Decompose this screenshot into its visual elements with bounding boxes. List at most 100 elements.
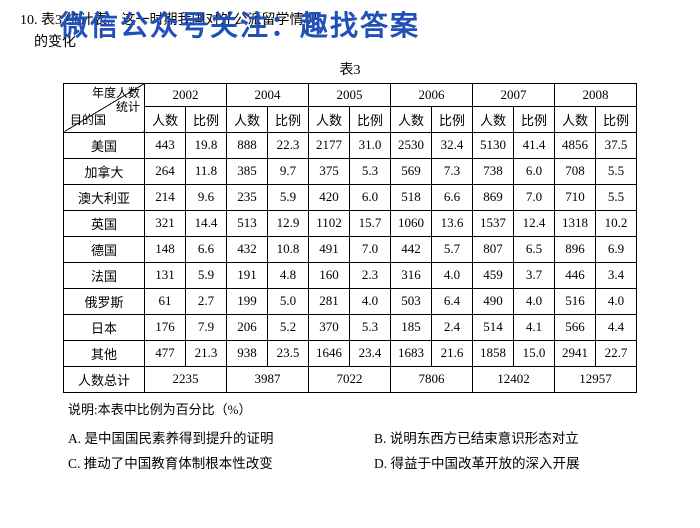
ratio-cell: 4.8 [268, 262, 309, 288]
year-header: 2004 [227, 83, 309, 106]
count-cell: 896 [555, 236, 596, 262]
ratio-cell: 32.4 [432, 132, 473, 158]
count-cell: 516 [555, 288, 596, 314]
count-cell: 420 [309, 184, 350, 210]
subhead-count: 人数 [309, 106, 350, 132]
ratio-cell: 5.9 [186, 262, 227, 288]
ratio-cell: 7.3 [432, 158, 473, 184]
count-cell: 708 [555, 158, 596, 184]
count-cell: 264 [145, 158, 186, 184]
table-row: 澳大利亚2149.62355.94206.05186.68697.07105.5 [64, 184, 637, 210]
count-cell: 459 [473, 262, 514, 288]
ratio-cell: 3.4 [596, 262, 637, 288]
count-cell: 491 [309, 236, 350, 262]
ratio-cell: 13.6 [432, 210, 473, 236]
answer-options: A. 是中国国民素养得到提升的证明 B. 说明东西方已结束意识形态对立 C. 推… [68, 426, 680, 477]
ratio-cell: 37.5 [596, 132, 637, 158]
count-cell: 1102 [309, 210, 350, 236]
ratio-cell: 12.9 [268, 210, 309, 236]
subhead-ratio: 比例 [186, 106, 227, 132]
ratio-cell: 6.6 [186, 236, 227, 262]
count-cell: 1060 [391, 210, 432, 236]
overlay-banner: 微信公众号关注：趣找答案 [60, 4, 420, 44]
table-note: 说明:本表中比例为百分比（%） [68, 399, 680, 418]
option-d: D. 得益于中国改革开放的深入开展 [374, 451, 680, 477]
subhead-count: 人数 [391, 106, 432, 132]
ratio-cell: 6.0 [514, 158, 555, 184]
total-value: 12957 [555, 366, 637, 392]
ratio-cell: 5.9 [268, 184, 309, 210]
count-cell: 1683 [391, 340, 432, 366]
option-a: A. 是中国国民素养得到提升的证明 [68, 426, 374, 452]
count-cell: 514 [473, 314, 514, 340]
ratio-cell: 22.7 [596, 340, 637, 366]
count-cell: 738 [473, 158, 514, 184]
ratio-cell: 7.0 [350, 236, 391, 262]
ratio-cell: 10.2 [596, 210, 637, 236]
ratio-cell: 4.0 [350, 288, 391, 314]
count-cell: 446 [555, 262, 596, 288]
count-cell: 321 [145, 210, 186, 236]
option-c: C. 推动了中国教育体制根本性改变 [68, 451, 374, 477]
ratio-cell: 6.5 [514, 236, 555, 262]
table-row: 美国44319.888822.3217731.0253032.4513041.4… [64, 132, 637, 158]
ratio-cell: 5.7 [432, 236, 473, 262]
country-cell: 德国 [64, 236, 145, 262]
count-cell: 4856 [555, 132, 596, 158]
ratio-cell: 4.0 [596, 288, 637, 314]
table-row: 英国32114.451312.9110215.7106013.6153712.4… [64, 210, 637, 236]
country-cell: 俄罗斯 [64, 288, 145, 314]
ratio-cell: 22.3 [268, 132, 309, 158]
subhead-ratio: 比例 [432, 106, 473, 132]
count-cell: 1318 [555, 210, 596, 236]
ratio-cell: 14.4 [186, 210, 227, 236]
ratio-cell: 6.9 [596, 236, 637, 262]
year-header: 2005 [309, 83, 391, 106]
ratio-cell: 5.3 [350, 158, 391, 184]
count-cell: 385 [227, 158, 268, 184]
ratio-cell: 6.6 [432, 184, 473, 210]
count-cell: 131 [145, 262, 186, 288]
ratio-cell: 7.9 [186, 314, 227, 340]
count-cell: 206 [227, 314, 268, 340]
count-cell: 938 [227, 340, 268, 366]
country-cell: 法国 [64, 262, 145, 288]
count-cell: 375 [309, 158, 350, 184]
country-cell: 美国 [64, 132, 145, 158]
subhead-count: 人数 [227, 106, 268, 132]
count-cell: 235 [227, 184, 268, 210]
count-cell: 710 [555, 184, 596, 210]
question-header: 微信公众号关注：趣找答案 10. 表3 统计表。这一时期我国对外公派留学情况 的… [20, 10, 680, 55]
year-header: 2008 [555, 83, 637, 106]
ratio-cell: 21.6 [432, 340, 473, 366]
count-cell: 432 [227, 236, 268, 262]
count-cell: 518 [391, 184, 432, 210]
total-value: 3987 [227, 366, 309, 392]
count-cell: 1858 [473, 340, 514, 366]
total-value: 7022 [309, 366, 391, 392]
total-row: 人数总计 2235 3987 7022 7806 12402 12957 [64, 366, 637, 392]
table-row: 加拿大26411.83859.73755.35697.37386.07085.5 [64, 158, 637, 184]
count-cell: 61 [145, 288, 186, 314]
subhead-ratio: 比例 [596, 106, 637, 132]
count-cell: 281 [309, 288, 350, 314]
ratio-cell: 4.0 [432, 262, 473, 288]
count-cell: 160 [309, 262, 350, 288]
count-cell: 176 [145, 314, 186, 340]
ratio-cell: 6.4 [432, 288, 473, 314]
ratio-cell: 5.5 [596, 158, 637, 184]
ratio-cell: 3.7 [514, 262, 555, 288]
year-header: 2002 [145, 83, 227, 106]
ratio-cell: 6.0 [350, 184, 391, 210]
count-cell: 199 [227, 288, 268, 314]
count-cell: 316 [391, 262, 432, 288]
country-cell: 日本 [64, 314, 145, 340]
table-row: 俄罗斯612.71995.02814.05036.44904.05164.0 [64, 288, 637, 314]
ratio-cell: 9.7 [268, 158, 309, 184]
option-b: B. 说明东西方已结束意识形态对立 [374, 426, 680, 452]
diag-bottom-label: 目的国 [70, 111, 106, 128]
table-row: 德国1486.643210.84917.04425.78076.58966.9 [64, 236, 637, 262]
country-cell: 加拿大 [64, 158, 145, 184]
subhead-count: 人数 [145, 106, 186, 132]
country-cell: 其他 [64, 340, 145, 366]
